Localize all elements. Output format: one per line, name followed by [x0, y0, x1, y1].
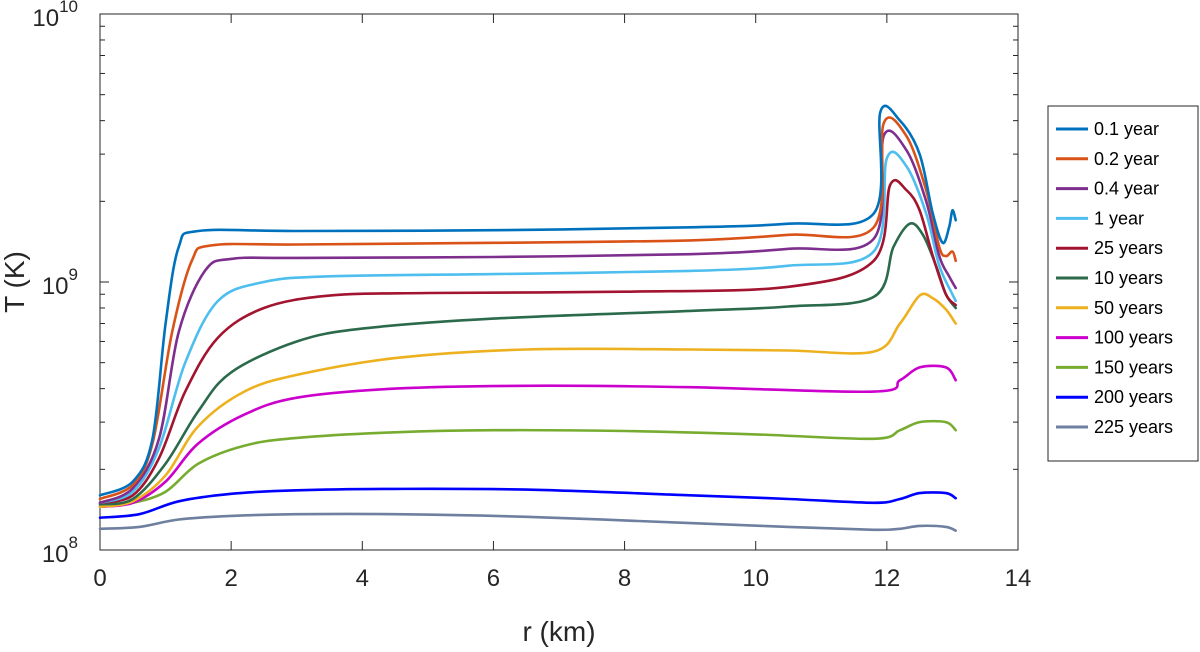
x-tick-label: 12 — [874, 565, 901, 592]
y-tick-exponent: 8 — [69, 533, 78, 552]
y-tick-label: 108 — [42, 533, 78, 568]
series-line-0-2-year — [98, 116, 957, 501]
plot-area-frame — [99, 13, 1019, 551]
x-tick-label: 10 — [742, 565, 769, 592]
series-line-0-1-year — [98, 104, 957, 497]
legend-label-150-years: 150 years — [1094, 357, 1173, 377]
x-tick-label: 0 — [93, 565, 106, 592]
legend-label-0-4-year: 0.4 year — [1094, 179, 1159, 199]
x-axis-label: r (km) — [522, 616, 595, 647]
x-tick-label: 14 — [1005, 565, 1032, 592]
legend-label-100-years: 100 years — [1094, 328, 1173, 348]
legend-label-25-years: 25 years — [1094, 238, 1163, 258]
series-line-150-years — [98, 419, 957, 509]
y-axis-label: T (K) — [0, 251, 30, 313]
series-line-25-years — [98, 179, 957, 505]
legend-label-0-1-year: 0.1 year — [1094, 119, 1159, 139]
series-line-0-4-year — [98, 129, 957, 505]
legend-label-225-years: 225 years — [1094, 417, 1173, 437]
legend-label-200-years: 200 years — [1094, 387, 1173, 407]
legend-label-1-year: 1 year — [1094, 208, 1144, 228]
legend-label-10-years: 10 years — [1094, 268, 1163, 288]
series-line-225-years — [98, 512, 957, 532]
y-tick-exponent: 9 — [69, 265, 78, 284]
y-tick-exponent: 10 — [59, 0, 78, 16]
x-tick-label: 8 — [618, 565, 631, 592]
legend: 0.1 year 0.2 year 0.4 year 1 year 25 years 10… — [1047, 105, 1199, 462]
series-line-200-years — [98, 487, 957, 519]
legend-label-50-years: 50 years — [1094, 298, 1163, 318]
x-tick-label: 2 — [224, 565, 237, 592]
y-tick-label: 109 — [42, 265, 78, 300]
x-tick-label: 4 — [356, 565, 369, 592]
legend-box — [1047, 105, 1199, 462]
series-line-50-years — [98, 292, 957, 509]
legend-label-0-2-year: 0.2 year — [1094, 149, 1159, 169]
series-line-10-years — [98, 222, 957, 506]
series-line-100-years — [98, 364, 957, 509]
series-line-1-year — [98, 150, 957, 505]
y-tick-label: 1010 — [32, 0, 78, 32]
series-lines — [98, 104, 957, 532]
x-tick-label: 6 — [487, 565, 500, 592]
